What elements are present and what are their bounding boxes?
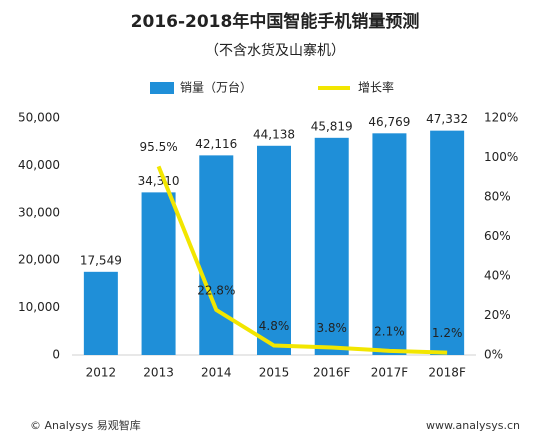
y-tick-label: 50,000 [18,111,60,125]
legend-label: 增长率 [358,80,394,95]
bar [257,145,291,355]
legend-label: 销量（万台） [180,80,252,95]
chart-subtitle: （不含水货及山寨机） [205,42,345,59]
bar-value-label: 45,819 [311,119,353,133]
source: © Analysys 易观智库 [30,418,141,432]
bar [314,137,349,355]
x-tick-label: 2017F [371,366,409,380]
line-value-label: 3.8% [316,321,347,335]
x-tick-label: 2014 [201,366,232,380]
bar [199,155,234,355]
y2-tick-label: 80% [484,190,511,204]
line-value-label: 22.8% [197,283,235,297]
y2-tick-label: 20% [484,308,511,322]
x-tick-label: 2015 [259,366,290,380]
y2-tick-label: 40% [484,269,511,283]
bar-value-label: 17,549 [80,253,122,267]
y-tick-label: 20,000 [18,253,60,267]
x-tick-label: 2016F [313,366,351,380]
line-value-label: 4.8% [259,319,290,333]
line-value-label: 2.1% [374,324,405,338]
bar [430,130,465,355]
y2-tick-label: 120% [484,111,518,125]
bar [141,192,176,355]
y-tick-label: 40,000 [18,158,60,172]
website: www.analysys.cn [426,419,520,432]
y-tick-label: 0 [52,348,60,362]
line-value-label: 95.5% [140,140,178,154]
x-tick-label: 2012 [86,366,117,380]
x-tick-label: 2018F [428,366,466,380]
bar [83,271,118,355]
y2-tick-label: 0% [484,348,503,362]
line-value-label: 1.2% [432,326,463,340]
chart-title: 2016-2018年中国智能手机销量预测 [131,11,420,32]
bar [372,133,407,355]
y-tick-label: 30,000 [18,205,60,219]
bar-value-label: 42,116 [195,137,237,151]
x-tick-label: 2013 [143,366,174,380]
bar-value-label: 34,310 [138,174,180,188]
y2-tick-label: 100% [484,150,518,164]
growth-line [156,165,448,355]
y-tick-label: 10,000 [18,300,60,314]
legend-swatch [150,82,174,94]
bar-value-label: 44,138 [253,127,295,141]
bar-value-label: 46,769 [368,115,410,129]
y2-tick-label: 60% [484,229,511,243]
bar-value-label: 47,332 [426,112,468,126]
